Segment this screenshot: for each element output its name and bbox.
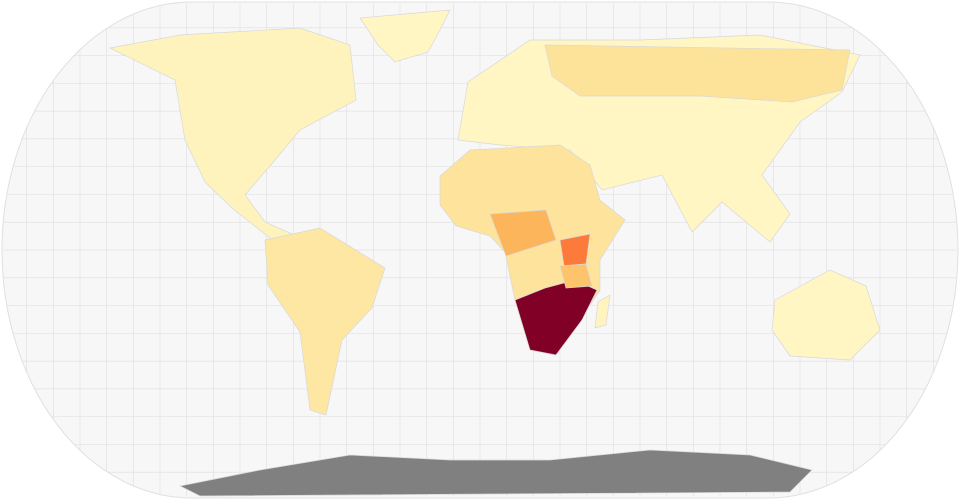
greenland <box>359 9 451 63</box>
antarctica <box>178 449 813 497</box>
southern-africa <box>514 279 598 356</box>
madagascar <box>594 294 611 329</box>
australia <box>771 269 881 361</box>
north-america <box>108 27 357 243</box>
regions <box>108 9 881 497</box>
east-africa-mid <box>559 263 593 289</box>
east-africa-high <box>559 233 591 267</box>
south-america <box>264 227 386 416</box>
russia <box>544 44 851 103</box>
central-africa <box>489 209 557 257</box>
